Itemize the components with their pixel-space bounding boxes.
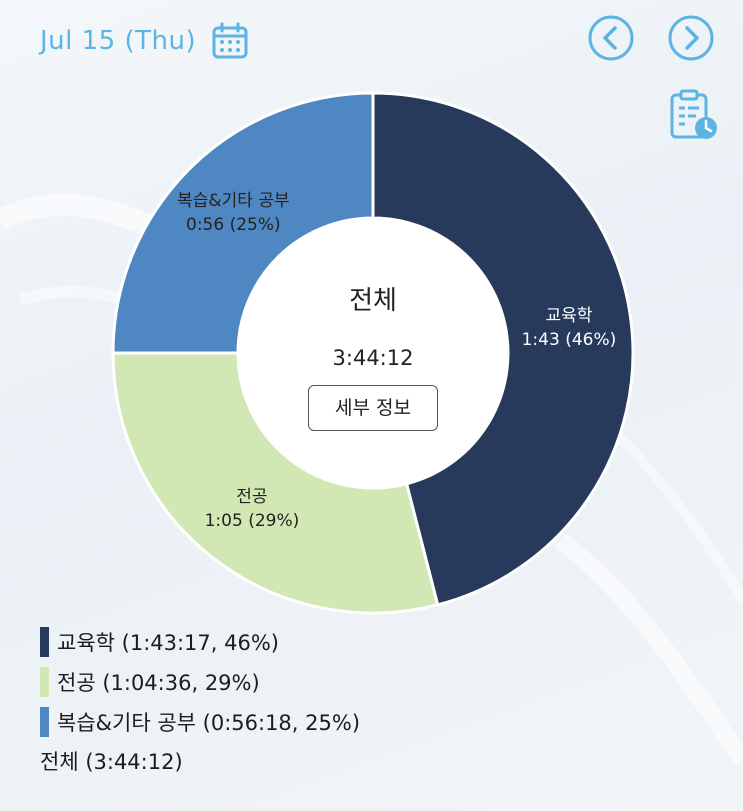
slice-0-name: 교육학 — [545, 306, 593, 327]
slice-label-1: 전공 1:05 (29%) — [152, 485, 352, 533]
legend-swatch — [40, 667, 49, 697]
calendar-icon[interactable] — [211, 22, 249, 60]
donut-chart: 교육학 1:43 (46%) 전공 1:05 (29%) 복습&기타 공부 0:… — [110, 90, 636, 616]
detail-button[interactable]: 세부 정보 — [308, 385, 438, 431]
slice-2-value: 0:56 (25%) — [186, 215, 281, 236]
legend-swatch — [40, 627, 49, 657]
legend-text: 교육학 (1:43:17, 46%) — [57, 631, 280, 655]
legend-swatch — [40, 707, 49, 737]
slice-1-name: 전공 — [236, 487, 268, 508]
clipboard-clock-icon[interactable] — [668, 88, 720, 142]
center-title: 전체 — [349, 286, 397, 316]
slice-label-2: 복습&기타 공부 0:56 (25%) — [133, 189, 333, 237]
legend-item: 복습&기타 공부 (0:56:18, 25%) — [40, 702, 360, 742]
donut-hole — [238, 218, 508, 488]
legend: 교육학 (1:43:17, 46%) 전공 (1:04:36, 29%) 복습&… — [40, 622, 360, 776]
legend-text: 복습&기타 공부 (0:56:18, 25%) — [57, 711, 361, 735]
slice-1-value: 1:05 (29%) — [204, 511, 300, 532]
slice-0-value: 1:43 (46%) — [521, 330, 617, 351]
slice-2-name: 복습&기타 공부 — [177, 191, 290, 212]
date-label: Jul 15 (Thu) — [40, 26, 197, 56]
prev-day-button[interactable] — [587, 14, 635, 62]
legend-total: 전체 (3:44:12) — [40, 750, 183, 774]
top-bar: Jul 15 (Thu) — [0, 0, 743, 80]
legend-item: 교육학 (1:43:17, 46%) — [40, 622, 360, 662]
slice-label-0: 교육학 1:43 (46%) — [469, 304, 669, 352]
center-total: 3:44:12 — [332, 346, 414, 370]
legend-item: 전공 (1:04:36, 29%) — [40, 662, 360, 702]
legend-text: 전공 (1:04:36, 29%) — [57, 671, 260, 695]
next-day-button[interactable] — [667, 14, 715, 62]
donut-svg — [111, 91, 635, 615]
